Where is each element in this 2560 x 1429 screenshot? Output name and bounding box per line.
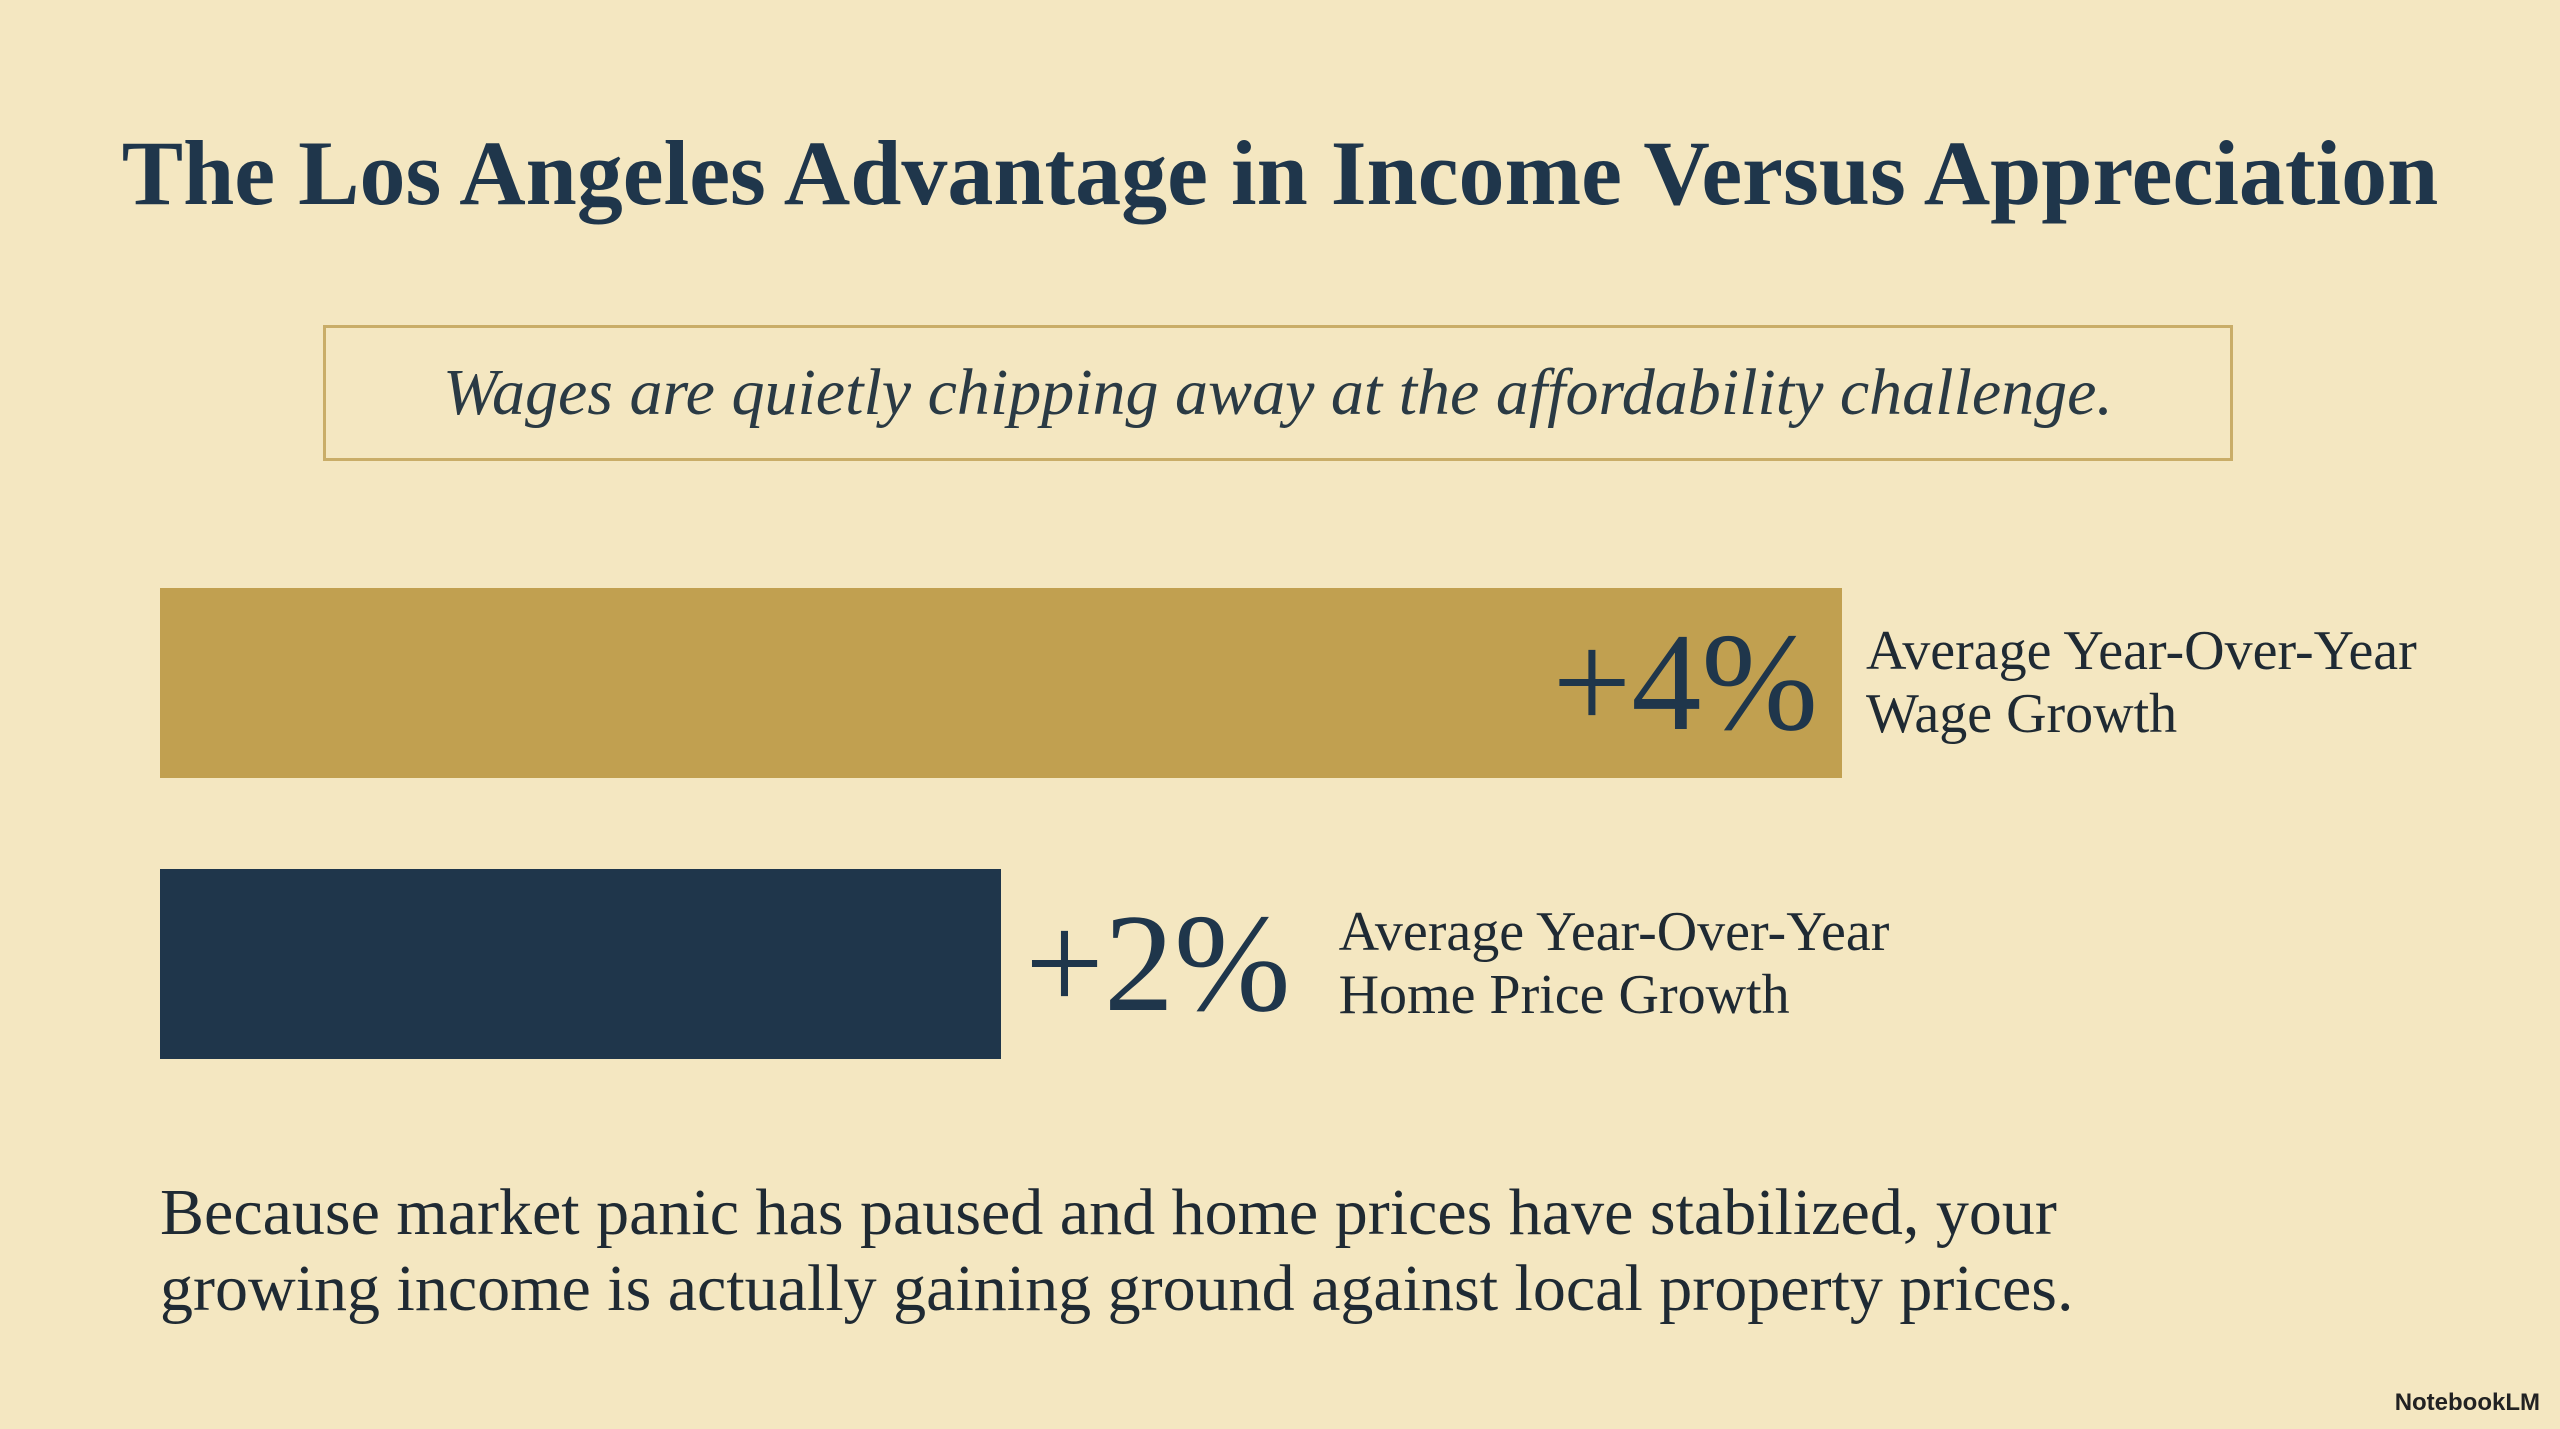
value-label: +2% [1025, 886, 1291, 1041]
subtitle: Wages are quietly chipping away at the a… [323, 325, 2233, 461]
category-label: Average Year-Over-Year Wage Growth [1866, 620, 2417, 745]
chart-title: The Los Angeles Advantage in Income Vers… [121, 122, 2439, 224]
value-label: +4% [1552, 605, 1818, 760]
bar-row: +2% Average Year-Over-Year Home Price Gro… [160, 869, 1939, 1059]
category-label: Average Year-Over-Year Home Price Growth [1338, 901, 1890, 1026]
bar-row: +4% Average Year-Over-Year Wage Growth [160, 588, 2466, 778]
watermark: NotebookLM [2394, 1389, 2540, 1416]
bar [160, 869, 1001, 1059]
bar: +4% [160, 588, 1842, 778]
footnote: Because market panic has paused and home… [160, 1176, 2074, 1325]
